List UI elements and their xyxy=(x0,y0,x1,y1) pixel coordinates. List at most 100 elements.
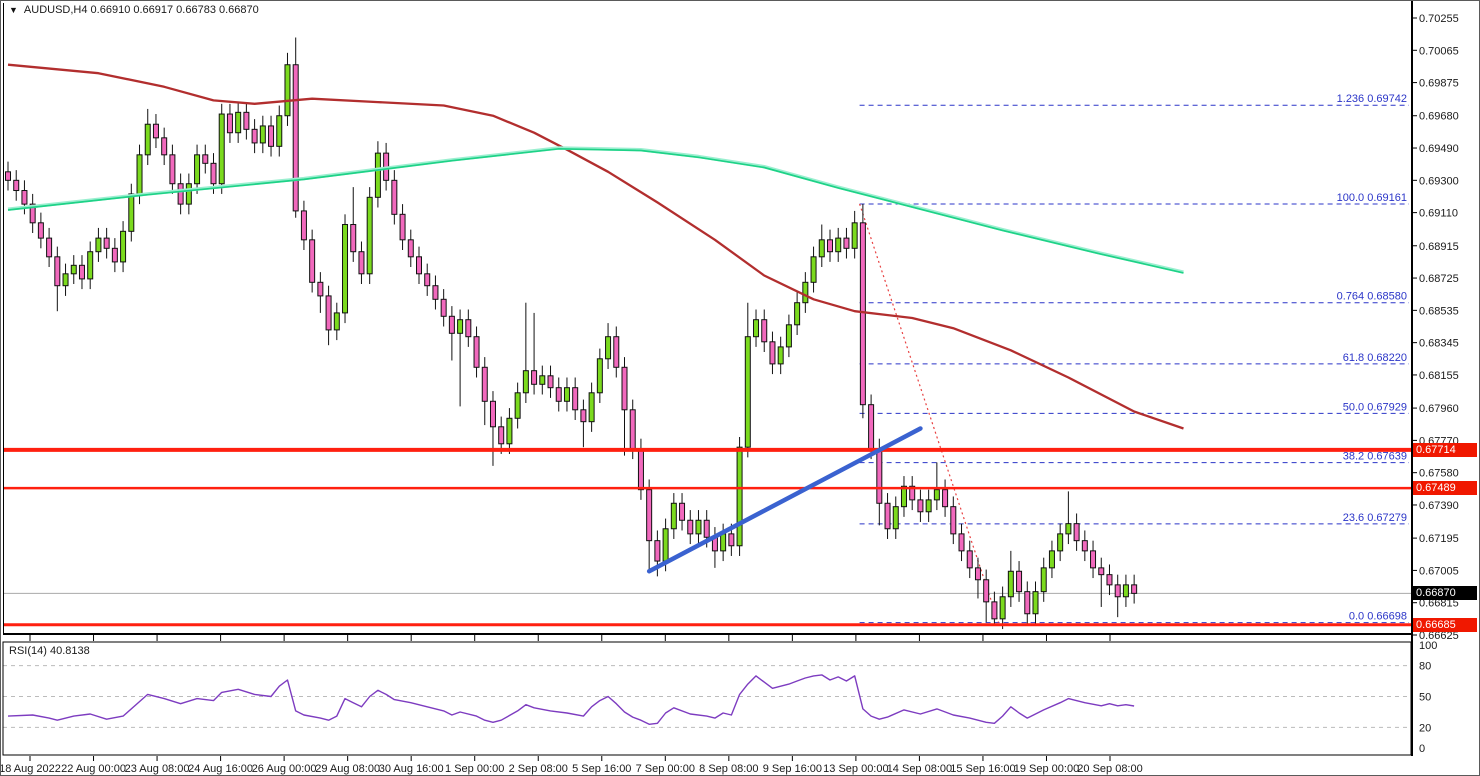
candle-bearish xyxy=(629,409,636,450)
time-tick-label: 30 Aug 16:00 xyxy=(379,763,444,775)
candle-bearish xyxy=(761,319,768,343)
candle-bullish xyxy=(1048,550,1055,569)
time-tick-label: 1 Sep 00:00 xyxy=(445,763,504,775)
candle-bullish xyxy=(744,336,751,448)
candle-bullish xyxy=(276,115,283,147)
price-tick-label: 0.68535 xyxy=(1419,305,1459,317)
candle-bearish xyxy=(827,239,833,253)
price-tick-label: 0.68155 xyxy=(1419,370,1459,382)
fibonacci-retracement[interactable]: 1.236 0.69742 100.0 0.69161 0.764 0.68580 6… xyxy=(859,93,1409,624)
price-tick-label: 0.66625 xyxy=(1419,630,1459,642)
candle-bearish xyxy=(161,137,168,156)
candle-bearish xyxy=(391,179,398,215)
candle-bearish xyxy=(1090,550,1097,569)
candle-bullish xyxy=(900,485,907,508)
candle-bearish xyxy=(111,247,118,263)
candle-bearish xyxy=(1114,584,1121,598)
fib-diagonal-line[interactable] xyxy=(859,203,1000,623)
price-tick-label: 0.68725 xyxy=(1419,273,1459,285)
candlesticks-layer xyxy=(5,37,1138,630)
candle-bearish xyxy=(424,273,431,287)
candle-bearish xyxy=(917,499,924,513)
candle-bullish xyxy=(506,417,513,445)
candle-bearish xyxy=(210,162,217,185)
candle-bearish xyxy=(868,404,875,450)
candle-bullish xyxy=(1122,584,1129,598)
time-tick-label: 29 Aug 08:00 xyxy=(315,763,380,775)
candle-bearish xyxy=(498,426,505,445)
fib-level-label: 23.6 0.67279 xyxy=(1343,512,1407,524)
candle-bullish xyxy=(794,302,801,326)
candle-bearish xyxy=(416,256,422,275)
rsi-axis[interactable]: 100 80 50 20 0 xyxy=(1419,640,1437,755)
candle-bullish xyxy=(596,358,603,394)
time-tick-label: 5 Sep 16:00 xyxy=(572,763,631,775)
candle-bearish xyxy=(555,387,562,402)
price-tick-label: 0.67195 xyxy=(1419,533,1459,545)
price-axis[interactable]: 0.70255 0.70065 0.69875 0.69680 0.69490 0.693… xyxy=(1413,13,1459,642)
candle-bearish xyxy=(440,298,447,317)
rsi-pane[interactable] xyxy=(3,665,1411,728)
candle-bullish xyxy=(62,273,69,287)
price-tick-label: 0.69680 xyxy=(1419,111,1459,123)
candle-bearish xyxy=(687,519,694,535)
candle-bullish xyxy=(1032,591,1039,615)
rsi-line xyxy=(7,674,1135,725)
candle-bearish xyxy=(646,489,653,542)
candle-bearish xyxy=(399,213,406,241)
candle-bullish xyxy=(235,111,242,134)
candle-bearish xyxy=(13,179,20,192)
candle-bearish xyxy=(974,567,981,581)
candle-bullish xyxy=(925,499,932,513)
time-tick-label: 8 Sep 08:00 xyxy=(699,763,758,775)
candle-bearish xyxy=(1106,574,1113,586)
candle-bearish xyxy=(481,366,488,402)
candle-bullish xyxy=(366,196,373,275)
candle-bearish xyxy=(358,251,365,275)
candle-bearish xyxy=(983,579,990,603)
time-tick-label: 26 Aug 00:00 xyxy=(252,763,317,775)
candle-bearish xyxy=(580,409,587,423)
price-tick-label: 0.69875 xyxy=(1419,78,1459,90)
candle-bearish xyxy=(309,239,316,283)
candle-bullish xyxy=(720,533,727,552)
main-chart-pane[interactable]: 1.236 0.69742 100.0 0.69161 0.764 0.68580 6… xyxy=(3,37,1411,630)
candle-bullish xyxy=(284,64,291,117)
candle-bearish xyxy=(177,183,184,205)
candle-bullish xyxy=(1007,570,1014,598)
price-tick-label: 0.66815 xyxy=(1419,598,1459,610)
candle-bearish xyxy=(613,336,620,368)
candle-bearish xyxy=(531,370,538,385)
candle-bullish xyxy=(342,224,349,314)
candle-bearish xyxy=(958,533,965,552)
candle-bearish xyxy=(292,64,299,212)
candle-bearish xyxy=(679,502,686,521)
symbol-dropdown-icon[interactable]: ▼ xyxy=(9,5,18,15)
price-badge-support: 0.66685 xyxy=(1413,617,1477,632)
time-tick-label: 9 Sep 16:00 xyxy=(763,763,822,775)
rsi-scale-label: 80 xyxy=(1419,661,1431,673)
candle-bearish xyxy=(243,111,250,130)
time-tick-label: 13 Sep 00:00 xyxy=(823,763,888,775)
candle-bearish xyxy=(942,489,949,508)
candle-bearish xyxy=(473,336,480,368)
rsi-scale-label: 20 xyxy=(1419,722,1431,734)
candle-bearish xyxy=(1098,567,1105,576)
candle-bearish xyxy=(572,387,579,411)
trendline[interactable] xyxy=(646,426,923,574)
current-price-badge: 0.66870 xyxy=(1413,586,1477,601)
fib-level-label: 50.0 0.67929 xyxy=(1343,401,1407,413)
price-tick-label: 0.69490 xyxy=(1419,143,1459,155)
price-badge-resistance-1: 0.67714 xyxy=(1413,442,1477,457)
candle-bullish xyxy=(457,319,464,334)
candle-bullish xyxy=(736,446,743,547)
candle-bullish xyxy=(933,489,940,501)
price-tick-label: 0.68915 xyxy=(1419,241,1459,253)
candle-bearish xyxy=(843,237,850,249)
candle-bullish xyxy=(802,281,809,304)
candle-bullish xyxy=(662,528,669,562)
candle-bearish xyxy=(448,315,455,334)
candle-bullish xyxy=(522,370,529,394)
